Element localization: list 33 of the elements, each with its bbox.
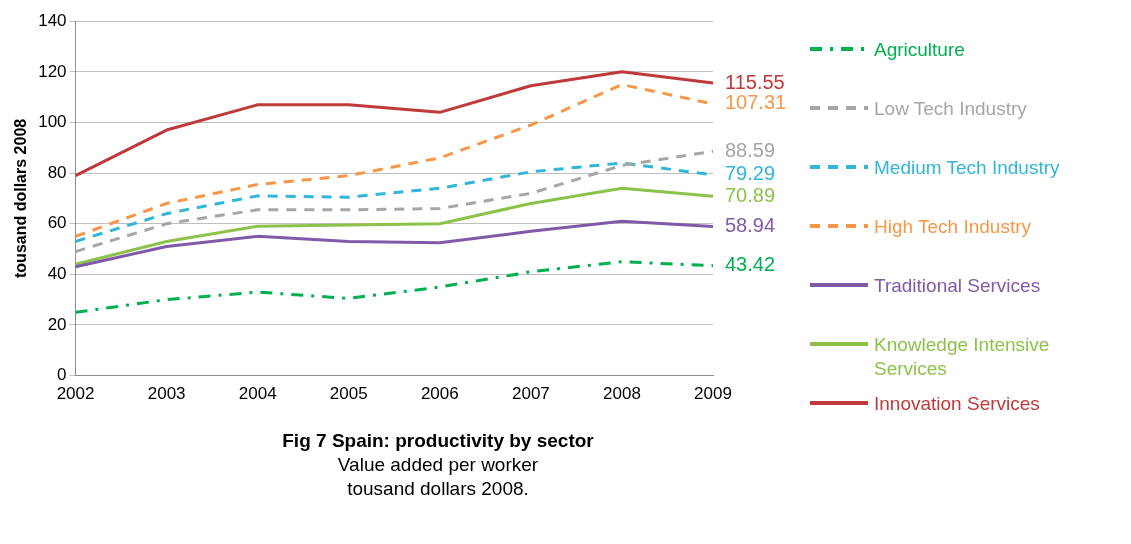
- text: Value added per worker tousand dollars 2008.: [336, 454, 540, 500]
- y-tick-label: 60: [47, 213, 67, 233]
- data-label: 58.94: [725, 213, 776, 236]
- legend-label: Innovation Services: [874, 392, 1040, 416]
- x-tick-label: 2005: [329, 384, 368, 404]
- data-label: 107.31: [725, 91, 787, 114]
- legend-label: High Tech Industry: [874, 215, 1032, 239]
- legend-label: Low Tech Industry: [874, 97, 1027, 121]
- data-label: 43.42: [725, 253, 776, 276]
- legend-label: Knowledge Intensive Services: [874, 333, 1051, 381]
- x-tick-label: 2003: [147, 384, 186, 404]
- y-tick-label: 40: [47, 264, 67, 284]
- data-label: 70.89: [725, 183, 776, 206]
- y-tick-label: 120: [38, 61, 67, 81]
- data-label: 79.29: [725, 162, 776, 185]
- text: Fig 7 Spain: productivity by sector: [281, 430, 595, 452]
- x-tick-label: 2006: [420, 384, 459, 404]
- y-tick-label: 100: [38, 112, 67, 132]
- y-tick-label: 20: [47, 314, 67, 334]
- y-tick-label: 0: [57, 365, 67, 385]
- legend-label: Traditional Services: [874, 274, 1041, 298]
- y-axis-title: tousand dollars 2008: [12, 118, 30, 278]
- legend-label: Medium Tech Industry: [874, 156, 1060, 180]
- data-label: 115.55: [725, 70, 785, 93]
- x-tick-label: 2007: [511, 384, 550, 404]
- x-tick-label: 2004: [238, 384, 277, 404]
- x-tick-label: 2002: [56, 384, 95, 404]
- x-tick-label: 2008: [603, 384, 641, 404]
- data-label: 88.59: [725, 138, 776, 161]
- x-tick-label: 2009: [694, 384, 732, 404]
- legend-label: Agriculture: [874, 38, 965, 62]
- y-tick-label: 140: [38, 10, 67, 30]
- y-tick-label: 80: [47, 162, 67, 182]
